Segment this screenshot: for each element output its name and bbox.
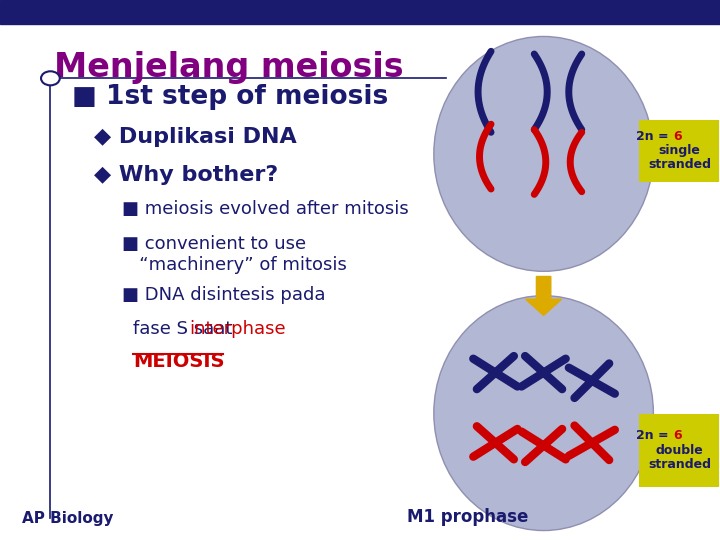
Text: 6: 6 <box>673 130 682 143</box>
Text: 2n =: 2n = <box>636 130 673 143</box>
Bar <box>0 0 720 24</box>
FancyBboxPatch shape <box>639 414 719 487</box>
Text: stranded: stranded <box>648 158 711 171</box>
Text: MEIOSIS: MEIOSIS <box>133 352 225 371</box>
Text: single: single <box>659 144 701 157</box>
Text: AP Biology: AP Biology <box>22 511 113 526</box>
Ellipse shape <box>433 295 654 530</box>
FancyBboxPatch shape <box>639 120 719 182</box>
Text: ■ convenient to use
   “machinery” of mitosis: ■ convenient to use “machinery” of mitos… <box>122 235 347 274</box>
Text: double: double <box>656 444 703 457</box>
Text: ■ meiosis evolved after mitosis: ■ meiosis evolved after mitosis <box>122 200 409 218</box>
FancyArrow shape <box>526 276 562 315</box>
Text: ◆ Duplikasi DNA: ◆ Duplikasi DNA <box>94 127 297 147</box>
Text: 2n =: 2n = <box>636 429 673 442</box>
Text: ■ 1st step of meiosis: ■ 1st step of meiosis <box>72 84 388 110</box>
Text: 6: 6 <box>673 429 682 442</box>
Ellipse shape <box>433 37 654 271</box>
Text: fase S saat: fase S saat <box>133 320 238 338</box>
Text: stranded: stranded <box>648 458 711 471</box>
Text: interphase: interphase <box>189 320 286 338</box>
Text: ◆ Why bother?: ◆ Why bother? <box>94 165 278 185</box>
Text: Menjelang meiosis: Menjelang meiosis <box>54 51 404 84</box>
Text: M1 prophase: M1 prophase <box>407 509 528 526</box>
Text: ■ DNA disintesis pada: ■ DNA disintesis pada <box>122 286 326 304</box>
Circle shape <box>41 71 60 85</box>
